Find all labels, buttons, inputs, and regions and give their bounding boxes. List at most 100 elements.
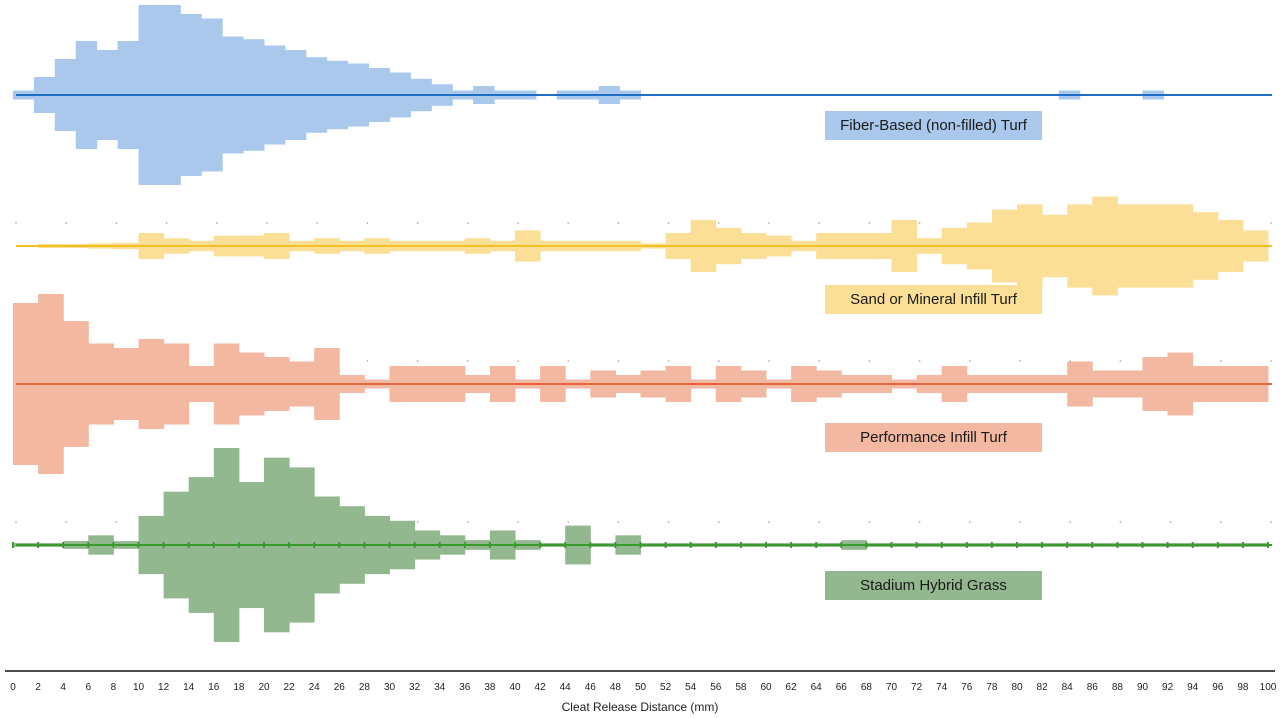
guide-dot bbox=[818, 360, 820, 362]
guide-dot bbox=[768, 360, 770, 362]
x-tick-label: 16 bbox=[208, 682, 220, 693]
guide-dot bbox=[918, 360, 921, 362]
x-tick-label: 62 bbox=[786, 682, 798, 693]
guide-dot bbox=[1119, 521, 1122, 523]
x-tick-label: 86 bbox=[1087, 682, 1099, 693]
x-tick-label: 100 bbox=[1260, 682, 1277, 693]
guide-dot bbox=[366, 360, 369, 362]
x-tick-label: 24 bbox=[309, 682, 321, 693]
x-tick-label: 14 bbox=[183, 682, 195, 693]
series-label-sand-mineral: Sand or Mineral Infill Turf bbox=[825, 285, 1042, 314]
x-tick-label: 90 bbox=[1137, 682, 1149, 693]
x-tick-label: 26 bbox=[334, 682, 346, 693]
x-tick-label: 94 bbox=[1187, 682, 1199, 693]
x-tick-label: 76 bbox=[961, 682, 973, 693]
guide-dot bbox=[65, 521, 67, 523]
guide-dot bbox=[818, 521, 820, 523]
x-tick-label: 44 bbox=[560, 682, 572, 693]
x-tick-label: 50 bbox=[635, 682, 647, 693]
guide-dot bbox=[15, 521, 17, 523]
x-tick-label: 78 bbox=[986, 682, 998, 693]
guide-dot bbox=[1220, 360, 1222, 362]
x-tick-label: 72 bbox=[911, 682, 923, 693]
guide-dot bbox=[718, 360, 720, 362]
guide-dot bbox=[1069, 521, 1071, 523]
guide-dot bbox=[467, 521, 469, 523]
guide-dot bbox=[467, 360, 469, 362]
guide-dot bbox=[567, 521, 569, 523]
guide-dot bbox=[718, 521, 720, 523]
x-tick-label: 74 bbox=[936, 682, 948, 693]
x-tick-label: 70 bbox=[886, 682, 898, 693]
guide-dot bbox=[517, 521, 519, 523]
guide-dot bbox=[1270, 521, 1272, 523]
guide-dot bbox=[868, 360, 871, 362]
guide-dot bbox=[1220, 521, 1222, 523]
x-tick-label: 20 bbox=[258, 682, 270, 693]
guide-dot bbox=[517, 360, 519, 362]
guide-dot bbox=[416, 521, 419, 523]
guide-dot bbox=[1069, 360, 1071, 362]
x-tick-label: 82 bbox=[1037, 682, 1049, 693]
x-tick-label: 2 bbox=[35, 682, 41, 693]
guide-dot bbox=[969, 360, 971, 362]
guide-dot bbox=[567, 360, 569, 362]
x-tick-label: 34 bbox=[434, 682, 446, 693]
guide-dot bbox=[266, 222, 268, 224]
guide-dot bbox=[918, 222, 921, 224]
x-tick-label: 54 bbox=[685, 682, 697, 693]
x-tick-label: 52 bbox=[660, 682, 672, 693]
series-label-fiber-based: Fiber-Based (non-filled) Turf bbox=[825, 111, 1042, 140]
x-tick-label: 38 bbox=[484, 682, 496, 693]
guide-dot bbox=[617, 360, 620, 362]
guide-dot bbox=[165, 222, 168, 224]
guide-dot bbox=[216, 222, 218, 224]
guide-dot bbox=[1169, 521, 1172, 523]
guide-dot bbox=[1270, 222, 1272, 224]
guide-dot bbox=[667, 521, 670, 523]
guide-dot bbox=[1270, 360, 1272, 362]
guide-dot bbox=[517, 222, 519, 224]
guide-dot bbox=[416, 360, 419, 362]
guide-dot bbox=[868, 222, 871, 224]
guide-dot bbox=[1019, 360, 1021, 362]
x-tick-label: 66 bbox=[836, 682, 848, 693]
guide-dot bbox=[115, 222, 118, 224]
guide-dot bbox=[366, 222, 369, 224]
x-tick-label: 6 bbox=[86, 682, 92, 693]
x-axis-title: Cleat Release Distance (mm) bbox=[561, 700, 719, 714]
guide-dot bbox=[1019, 521, 1021, 523]
x-tick-label: 0 bbox=[10, 682, 16, 693]
guide-dot bbox=[667, 222, 670, 224]
guide-dot bbox=[617, 222, 620, 224]
x-tick-label: 42 bbox=[535, 682, 547, 693]
x-tick-label: 88 bbox=[1112, 682, 1124, 693]
x-tick-label: 18 bbox=[233, 682, 245, 693]
series-label-stadium-hybrid: Stadium Hybrid Grass bbox=[825, 571, 1042, 600]
guide-dot bbox=[1119, 360, 1122, 362]
guide-dot bbox=[65, 222, 67, 224]
guide-dot bbox=[768, 521, 770, 523]
x-tick-label: 4 bbox=[60, 682, 66, 693]
guide-dot bbox=[818, 222, 820, 224]
guide-dot bbox=[918, 521, 921, 523]
x-tick-label: 56 bbox=[710, 682, 722, 693]
guide-dot bbox=[115, 521, 118, 523]
x-tick-label: 22 bbox=[284, 682, 296, 693]
guide-dot bbox=[718, 222, 720, 224]
x-tick-label: 28 bbox=[359, 682, 371, 693]
x-tick-label: 58 bbox=[735, 682, 747, 693]
x-tick-label: 8 bbox=[111, 682, 117, 693]
x-tick-label: 64 bbox=[811, 682, 823, 693]
x-tick-label: 84 bbox=[1062, 682, 1074, 693]
x-tick-label: 92 bbox=[1162, 682, 1174, 693]
x-tick-label: 96 bbox=[1212, 682, 1224, 693]
x-tick-label: 30 bbox=[384, 682, 396, 693]
x-tick-label: 12 bbox=[158, 682, 170, 693]
x-tick-label: 40 bbox=[509, 682, 521, 693]
x-tick-label: 46 bbox=[585, 682, 597, 693]
x-tick-label: 36 bbox=[459, 682, 471, 693]
x-tick-label: 60 bbox=[760, 682, 772, 693]
series-label-performance-infill: Performance Infill Turf bbox=[825, 423, 1042, 452]
